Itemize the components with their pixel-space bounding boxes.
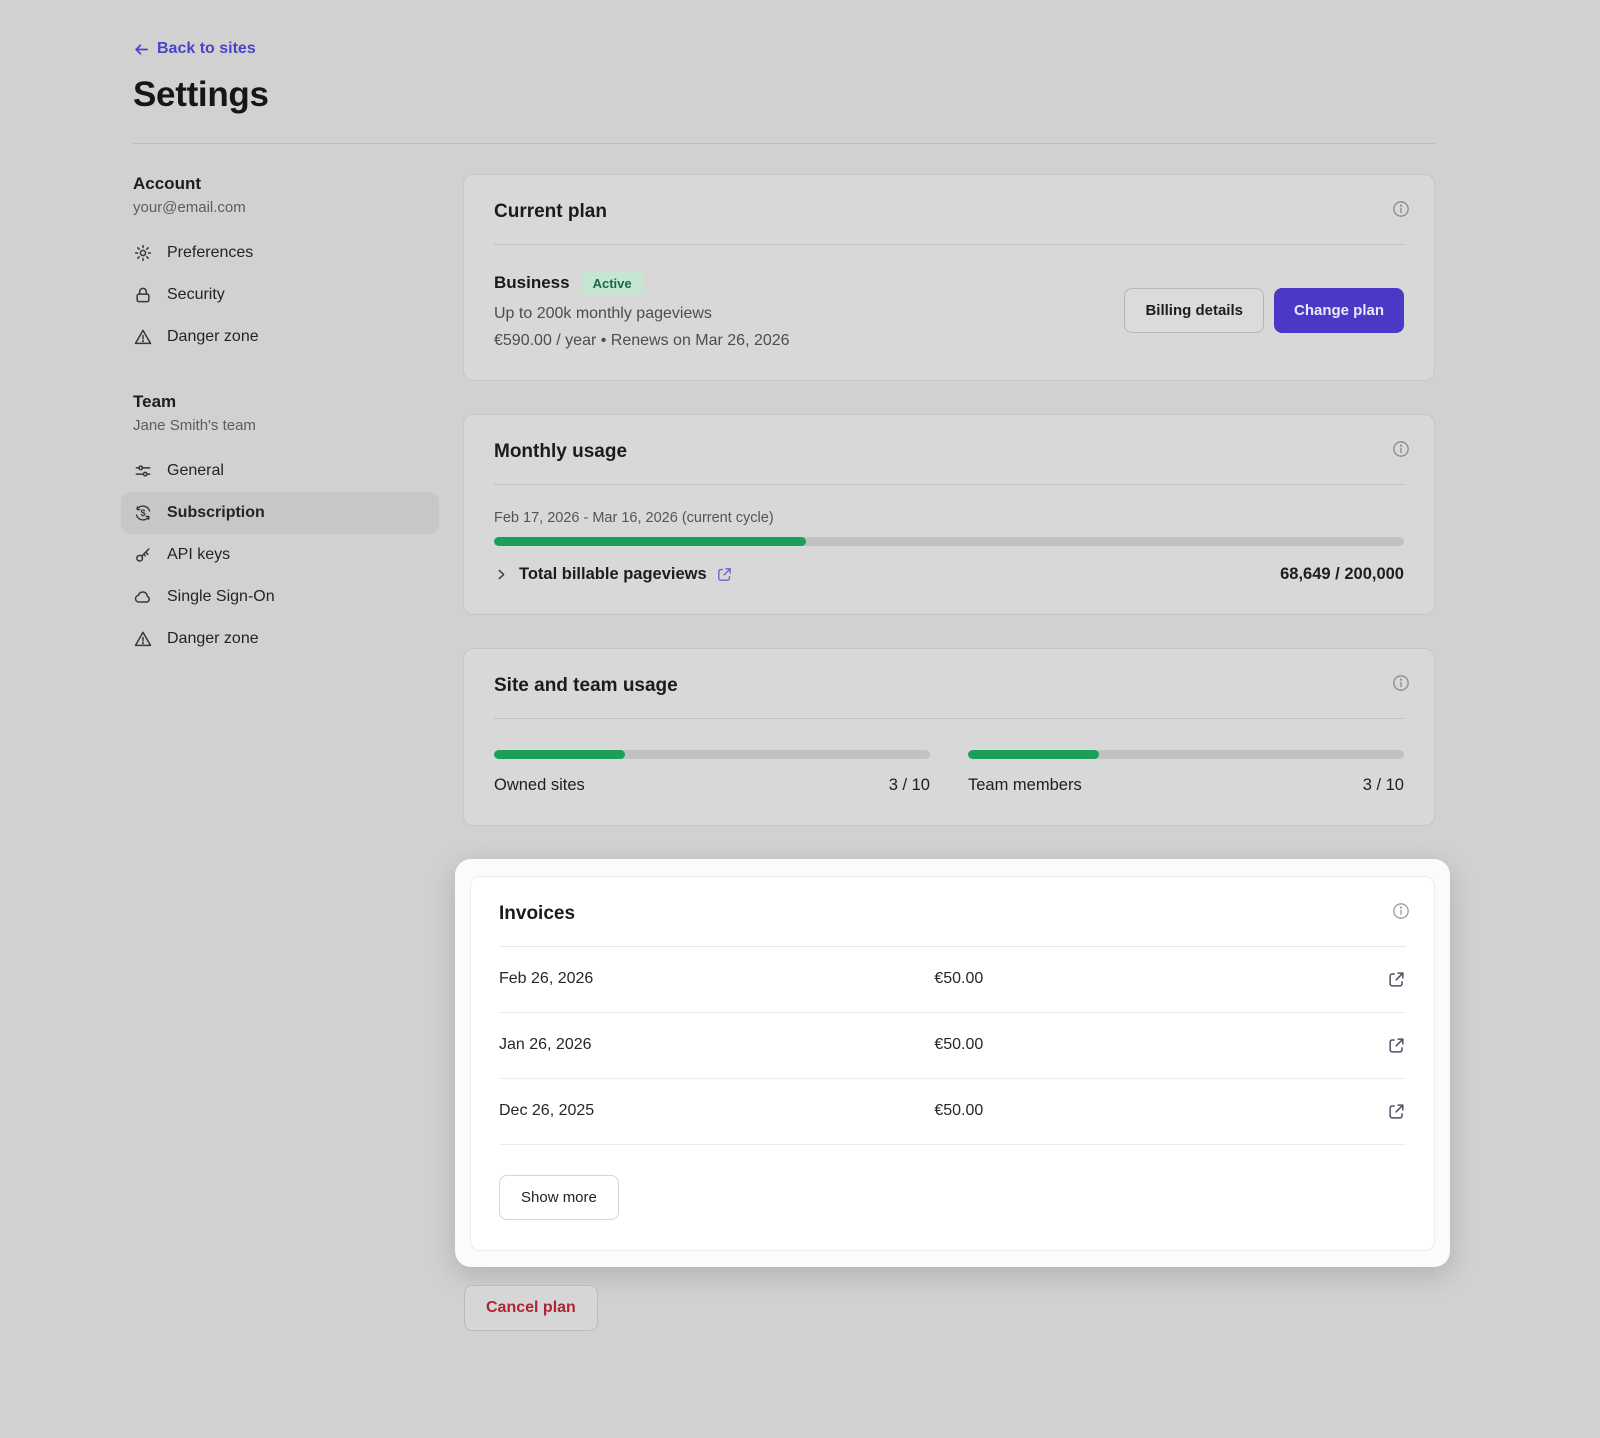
card-divider bbox=[494, 483, 1404, 485]
team-members-metric: Team members 3 / 10 bbox=[968, 749, 1404, 795]
account-email: your@email.com bbox=[133, 198, 246, 216]
account-heading: Account bbox=[133, 173, 201, 193]
settings-sidebar: Account your@email.com Preferences bbox=[121, 174, 439, 694]
invoice-date: Jan 26, 2026 bbox=[499, 1036, 592, 1053]
invoice-row: Jan 26, 2026 €50.00 bbox=[499, 1013, 1406, 1079]
show-more-button[interactable]: Show more bbox=[499, 1174, 619, 1220]
cloud-icon bbox=[134, 590, 150, 603]
invoices-card: Invoices Feb 26, 2026 €50.00 bbox=[470, 875, 1435, 1251]
lock-icon bbox=[136, 287, 150, 302]
sidebar-account-section: Account your@email.com Preferences bbox=[133, 174, 439, 358]
card-divider bbox=[494, 717, 1404, 719]
site-team-usage-card: Site and team usage Owned sites 3 / 10 bbox=[463, 647, 1435, 826]
owned-sites-metric: Owned sites 3 / 10 bbox=[494, 749, 930, 795]
sidebar-item-danger-zone-account[interactable]: Danger zone bbox=[121, 316, 439, 358]
sidebar-team-section: Team Jane Smith's team General bbox=[121, 391, 439, 660]
gear-icon bbox=[134, 244, 152, 261]
external-link-icon[interactable] bbox=[716, 566, 733, 583]
invoice-row: Feb 26, 2026 €50.00 bbox=[499, 947, 1406, 1013]
plan-status-badge: Active bbox=[581, 270, 643, 296]
pageviews-usage-value: 68,649 / 200,000 bbox=[1280, 564, 1404, 583]
sidebar-item-security[interactable]: Security bbox=[121, 274, 439, 316]
change-plan-button[interactable]: Change plan bbox=[1273, 287, 1404, 333]
team-members-label: Team members bbox=[968, 775, 1082, 794]
dollar-refresh-icon: $ bbox=[135, 504, 151, 521]
invoice-date: Dec 26, 2025 bbox=[499, 1102, 595, 1119]
invoices-title: Invoices bbox=[499, 902, 576, 924]
sidebar-item-label: API keys bbox=[167, 545, 231, 563]
site-team-usage-title: Site and team usage bbox=[494, 674, 678, 696]
sidebar-item-general[interactable]: General bbox=[121, 450, 439, 492]
sliders-icon bbox=[135, 464, 151, 477]
owned-sites-value: 3 / 10 bbox=[888, 775, 930, 794]
info-icon[interactable] bbox=[1391, 673, 1411, 693]
owned-sites-label: Owned sites bbox=[494, 775, 585, 794]
pageviews-progress-fill bbox=[494, 536, 807, 546]
sidebar-item-label: Danger zone bbox=[167, 629, 259, 647]
sidebar-item-danger-zone-team[interactable]: Danger zone bbox=[121, 618, 439, 660]
card-divider bbox=[499, 945, 1406, 947]
team-members-progress-fill bbox=[968, 749, 1099, 759]
plan-name: Business bbox=[494, 273, 570, 292]
billing-cycle-label: Feb 17, 2026 - Mar 16, 2026 (current cyc… bbox=[494, 509, 774, 526]
info-icon[interactable] bbox=[1391, 901, 1411, 921]
invoice-amount: €50.00 bbox=[934, 970, 984, 987]
sidebar-item-api-keys[interactable]: API keys bbox=[121, 534, 439, 576]
monthly-usage-card: Monthly usage Feb 17, 2026 - Mar 16, 202… bbox=[463, 413, 1435, 615]
plan-billing-line: €590.00 / year • Renews on Mar 26, 2026 bbox=[494, 331, 790, 349]
external-link-icon[interactable] bbox=[1387, 970, 1406, 989]
sidebar-item-label: Subscription bbox=[167, 503, 265, 521]
warning-triangle-icon bbox=[134, 631, 152, 646]
sidebar-item-label: Preferences bbox=[167, 243, 254, 261]
total-billable-pageviews-label: Total billable pageviews bbox=[519, 564, 707, 583]
current-plan-title: Current plan bbox=[494, 200, 607, 222]
settings-content: Current plan Business Active Up to 200k … bbox=[455, 173, 1450, 1331]
external-link-icon[interactable] bbox=[1387, 1036, 1406, 1055]
arrow-left-icon bbox=[135, 43, 149, 55]
current-plan-card: Current plan Business Active Up to 200k … bbox=[463, 173, 1435, 381]
invoice-row: Dec 26, 2025 €50.00 bbox=[499, 1079, 1406, 1145]
team-members-value: 3 / 10 bbox=[1362, 775, 1404, 794]
sidebar-item-label: Danger zone bbox=[167, 327, 259, 345]
chevron-right-icon[interactable] bbox=[494, 567, 509, 582]
warning-triangle-icon bbox=[134, 329, 152, 344]
sidebar-item-single-sign-on[interactable]: Single Sign-On bbox=[121, 576, 439, 618]
team-heading: Team bbox=[133, 391, 177, 411]
owned-sites-progress-fill bbox=[494, 749, 625, 759]
external-link-icon[interactable] bbox=[1387, 1102, 1406, 1121]
back-to-sites-link[interactable]: Back to sites bbox=[133, 40, 256, 58]
team-name: Jane Smith's team bbox=[133, 416, 256, 434]
invoice-date: Feb 26, 2026 bbox=[499, 970, 594, 987]
page-title: Settings bbox=[133, 74, 269, 114]
info-icon[interactable] bbox=[1391, 439, 1411, 459]
svg-text:$: $ bbox=[141, 508, 146, 518]
sidebar-item-subscription[interactable]: $ Subscription bbox=[121, 491, 439, 534]
cancel-plan-button[interactable]: Cancel plan bbox=[464, 1284, 598, 1331]
sidebar-item-preferences[interactable]: Preferences bbox=[121, 232, 439, 274]
billing-details-button[interactable]: Billing details bbox=[1124, 287, 1264, 333]
plan-description: Up to 200k monthly pageviews bbox=[494, 304, 712, 322]
invoices-spotlight-panel: Invoices Feb 26, 2026 €50.00 bbox=[455, 858, 1450, 1267]
key-icon bbox=[136, 547, 150, 562]
owned-sites-progress-track bbox=[494, 749, 930, 759]
sidebar-item-label: General bbox=[167, 461, 224, 479]
sidebar-item-label: Single Sign-On bbox=[167, 587, 275, 605]
header-divider bbox=[133, 142, 1435, 144]
card-divider bbox=[494, 243, 1404, 245]
monthly-usage-title: Monthly usage bbox=[494, 440, 628, 462]
invoice-amount: €50.00 bbox=[934, 1102, 984, 1119]
team-members-progress-track bbox=[968, 749, 1404, 759]
sidebar-item-label: Security bbox=[167, 285, 225, 303]
back-link-label: Back to sites bbox=[157, 40, 256, 57]
info-icon[interactable] bbox=[1391, 199, 1411, 219]
invoice-amount: €50.00 bbox=[934, 1036, 984, 1053]
pageviews-progress-track bbox=[494, 536, 1404, 546]
